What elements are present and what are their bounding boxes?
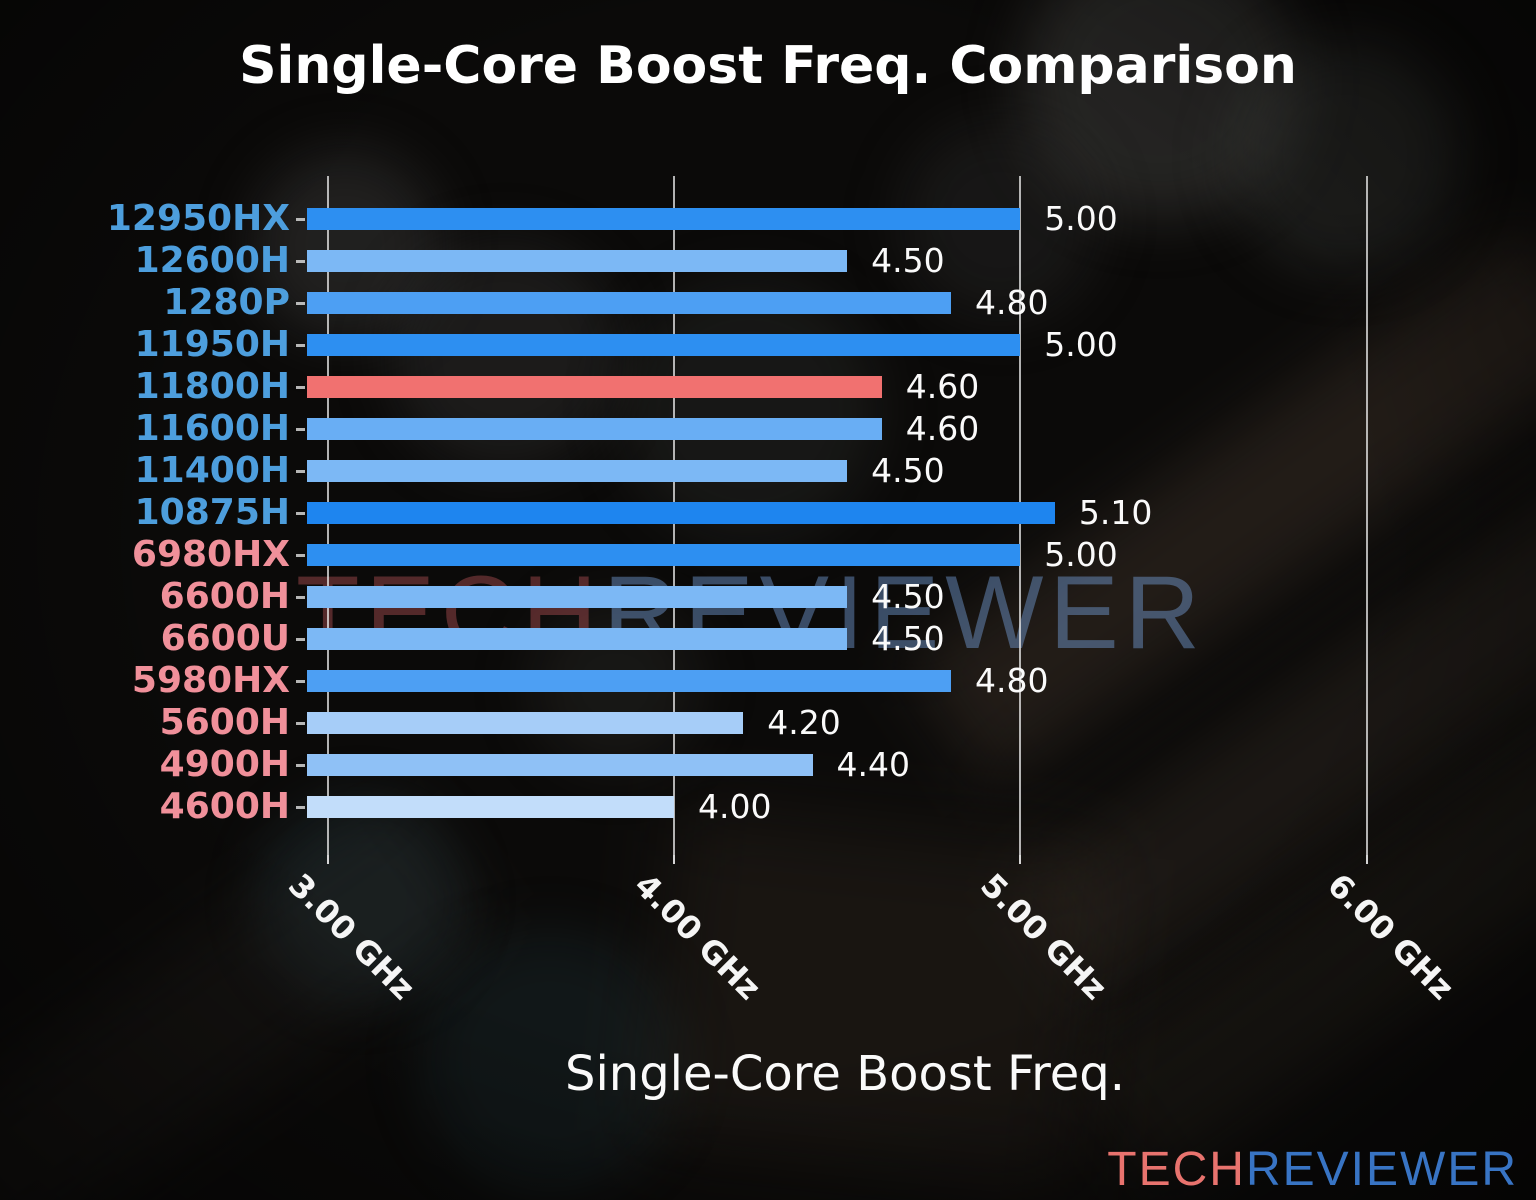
x-tick-mark (673, 855, 676, 864)
bar-label: 5980HX (131, 660, 290, 701)
bar-label: 4900H (159, 744, 290, 785)
brand-logo: TECHREVIEWER (1107, 1142, 1518, 1197)
bar-row: 10875H 5.10 (0, 492, 1536, 534)
bar-value-label: 5.00 (1044, 199, 1118, 238)
y-tick-mark (296, 428, 305, 431)
bar-value-label: 4.60 (905, 367, 980, 406)
brand-tech: TECH (1107, 1143, 1246, 1196)
bar-label: 6980HX (131, 534, 290, 575)
bar-row: 6600U 4.50 (0, 618, 1536, 660)
bar (307, 208, 1021, 230)
bar-row: 12600H 4.50 (0, 240, 1536, 282)
bar-row: 4600H 4.00 (0, 786, 1536, 828)
y-tick-mark (296, 596, 305, 599)
bar-value-label: 4.40 (836, 745, 910, 784)
y-tick-mark (296, 470, 305, 473)
bar-label: 4600H (159, 786, 290, 827)
bar (307, 418, 882, 440)
watermark-reviewer: REVIEWER (603, 555, 1206, 671)
watermark: TECHREVIEWER (296, 554, 1206, 673)
bar-value-label: 4.50 (871, 241, 945, 280)
bar-label: 11400H (134, 450, 290, 491)
bar-row: 11600H 4.60 (0, 408, 1536, 450)
bar (307, 754, 813, 776)
bar (307, 334, 1021, 356)
bar-row: 11800H 4.60 (0, 366, 1536, 408)
y-tick-mark (296, 554, 305, 557)
bar-value-label: 4.80 (975, 283, 1049, 322)
bar (307, 292, 952, 314)
y-tick-mark (296, 764, 305, 767)
brand-reviewer: REVIEWER (1245, 1143, 1518, 1196)
x-tick-mark (1019, 855, 1022, 864)
bar-label: 10875H (134, 492, 290, 533)
chart-title: Single-Core Boost Freq. Comparison (239, 36, 1297, 96)
bar-label: 6600U (160, 618, 290, 659)
bar-row: 12950HX 5.00 (0, 198, 1536, 240)
bar-value-label: 4.80 (975, 661, 1049, 700)
y-tick-mark (296, 386, 305, 389)
bar-label: 11600H (134, 408, 290, 449)
bar-value-label: 5.00 (1044, 325, 1118, 364)
bar (307, 628, 848, 650)
y-tick-mark (296, 806, 305, 809)
bar (307, 796, 675, 818)
bar-value-label: 4.00 (698, 787, 772, 826)
y-tick-mark (296, 638, 305, 641)
bar (307, 376, 882, 398)
x-tick-mark (326, 855, 329, 864)
watermark-tech: TECH (296, 555, 604, 671)
bar-row: 6600H 4.50 (0, 576, 1536, 618)
bar-label: 6600H (159, 576, 290, 617)
x-axis-title: Single-Core Boost Freq. (564, 1046, 1126, 1102)
bar-row: 6980HX 5.00 (0, 534, 1536, 576)
bar-label: 11800H (134, 366, 290, 407)
bar-label: 1280P (163, 282, 290, 323)
bar-label: 12600H (134, 240, 290, 281)
x-tick-mark (1365, 855, 1368, 864)
bar (307, 712, 744, 734)
bar (307, 670, 952, 692)
y-tick-mark (296, 260, 305, 263)
bar-value-label: 5.10 (1078, 493, 1153, 532)
bar-value-label: 4.60 (905, 409, 980, 448)
bar (307, 250, 848, 272)
bar-row: 5980HX 4.80 (0, 660, 1536, 702)
bar-row: 11950H 5.00 (0, 324, 1536, 366)
bar-label: 12950HX (106, 198, 290, 239)
bar (307, 460, 848, 482)
y-tick-mark (296, 302, 305, 305)
bar (307, 544, 1021, 566)
y-tick-mark (296, 218, 305, 221)
y-tick-mark (296, 722, 305, 725)
y-tick-mark (296, 512, 305, 515)
bar-label: 5600H (159, 702, 290, 743)
bar (307, 502, 1055, 524)
y-tick-mark (296, 680, 305, 683)
gridline (1365, 176, 1368, 855)
bar-value-label: 4.20 (767, 703, 841, 742)
y-tick-mark (296, 344, 305, 347)
bar (307, 586, 848, 608)
bar-value-label: 4.50 (871, 577, 945, 616)
bar-value-label: 4.50 (871, 451, 945, 490)
bar-row: 5600H 4.20 (0, 702, 1536, 744)
bar-value-label: 4.50 (871, 619, 945, 658)
bar-value-label: 5.00 (1044, 535, 1118, 574)
bar-row: 1280P 4.80 (0, 282, 1536, 324)
bar-row: 11400H 4.50 (0, 450, 1536, 492)
bar-label: 11950H (134, 324, 290, 365)
bar-row: 4900H 4.40 (0, 744, 1536, 786)
